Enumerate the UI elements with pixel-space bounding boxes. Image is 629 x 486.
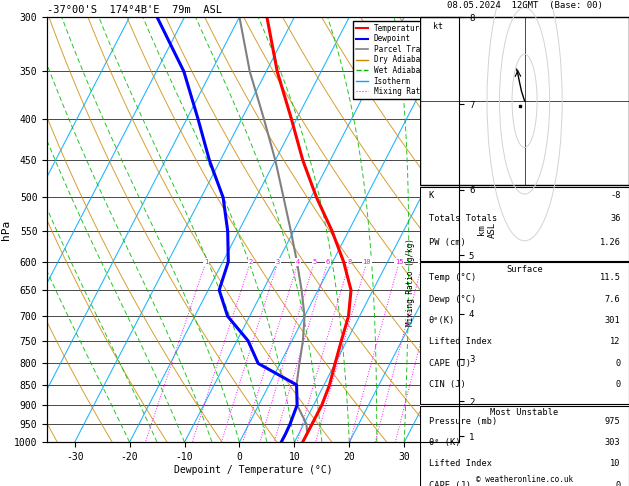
Text: 8: 8 [347,259,352,265]
Bar [420,406,629,486]
Y-axis label: hPa: hPa [1,220,11,240]
Text: 1.26: 1.26 [599,238,621,247]
Text: Mixing Ratio (g/kg): Mixing Ratio (g/kg) [406,238,415,326]
Text: Totals Totals: Totals Totals [428,214,497,224]
Text: θᵉ (K): θᵉ (K) [428,438,460,447]
Text: 12: 12 [610,337,621,347]
Text: Surface: Surface [506,265,543,274]
Text: Dewp (°C): Dewp (°C) [428,295,476,304]
Text: 25: 25 [438,259,446,265]
Text: 15: 15 [395,259,404,265]
Y-axis label: km
ASL: km ASL [477,222,496,238]
Text: 4: 4 [296,259,301,265]
Bar [420,262,629,404]
Text: 3: 3 [276,259,280,265]
Text: -8: -8 [610,191,621,200]
Text: 36: 36 [610,214,621,224]
Text: 303: 303 [605,438,621,447]
Bar [420,17,629,185]
Text: 0: 0 [615,380,621,389]
Text: 2: 2 [248,259,253,265]
Text: Most Unstable: Most Unstable [491,408,559,417]
Text: 08.05.2024  12GMT  (Base: 00): 08.05.2024 12GMT (Base: 00) [447,1,603,10]
Text: kt: kt [433,22,443,31]
Text: -37°00'S  174°4B'E  79m  ASL: -37°00'S 174°4B'E 79m ASL [47,5,222,15]
Text: 7.6: 7.6 [605,295,621,304]
Text: 301: 301 [605,316,621,325]
Text: 11.5: 11.5 [599,273,621,282]
Text: CAPE (J): CAPE (J) [428,359,470,368]
Bar [420,187,629,261]
Text: 1: 1 [204,259,208,265]
Text: CIN (J): CIN (J) [428,380,465,389]
Text: 5: 5 [312,259,316,265]
Text: Lifted Index: Lifted Index [428,459,491,469]
Text: K: K [428,191,434,200]
Text: 6: 6 [326,259,330,265]
Text: 975: 975 [605,417,621,426]
Text: Lifted Index: Lifted Index [428,337,491,347]
Legend: Temperature, Dewpoint, Parcel Trajectory, Dry Adiabat, Wet Adiabat, Isotherm, Mi: Temperature, Dewpoint, Parcel Trajectory… [353,21,455,99]
Text: 0: 0 [615,481,621,486]
Text: PW (cm): PW (cm) [428,238,465,247]
Text: CAPE (J): CAPE (J) [428,481,470,486]
Text: 0: 0 [615,359,621,368]
Text: θᵉ(K): θᵉ(K) [428,316,455,325]
Text: 10: 10 [610,459,621,469]
X-axis label: Dewpoint / Temperature (°C): Dewpoint / Temperature (°C) [174,465,333,475]
Text: LCL: LCL [462,419,476,429]
FancyBboxPatch shape [420,0,629,486]
Text: Temp (°C): Temp (°C) [428,273,476,282]
Text: 10: 10 [362,259,371,265]
Text: Pressure (mb): Pressure (mb) [428,417,497,426]
Text: © weatheronline.co.uk: © weatheronline.co.uk [476,474,573,484]
Text: 20: 20 [419,259,427,265]
